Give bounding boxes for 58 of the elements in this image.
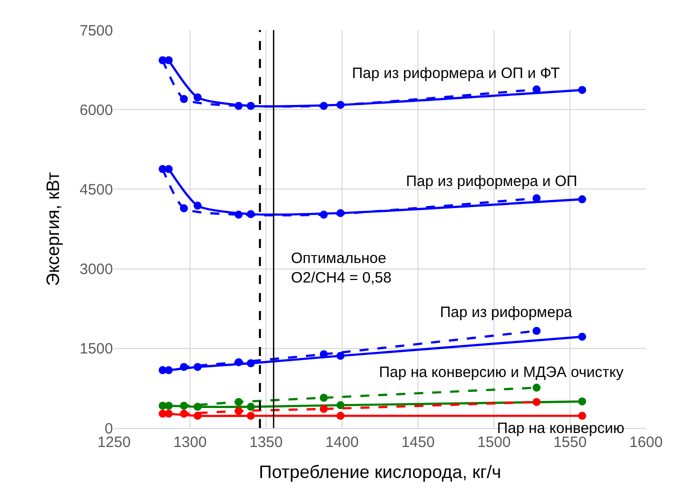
- point: [158, 410, 167, 418]
- point: [532, 326, 541, 335]
- point: [578, 397, 586, 406]
- x-tick-label: 1450: [401, 434, 435, 451]
- x-tick-label: 1600: [629, 434, 663, 451]
- point: [234, 358, 243, 366]
- y-tick-label: 3000: [80, 261, 113, 278]
- y-tick-label: 1500: [80, 340, 113, 358]
- point: [336, 412, 344, 420]
- point: [158, 165, 167, 174]
- point: [234, 210, 243, 219]
- annotation: Пар из риформера и ОП: [406, 173, 578, 190]
- point: [234, 102, 243, 110]
- annotation: Пар из риформера: [440, 304, 573, 321]
- point: [234, 398, 243, 406]
- x-tick-label: 1300: [173, 434, 207, 451]
- point: [578, 412, 586, 420]
- point: [532, 398, 541, 406]
- point: [158, 56, 167, 64]
- point: [180, 204, 188, 212]
- x-tick-label: 1350: [249, 434, 283, 451]
- point: [532, 194, 541, 202]
- y-tick-label: 7500: [80, 22, 113, 40]
- point: [194, 412, 202, 420]
- point: [320, 102, 328, 110]
- point: [194, 202, 202, 210]
- point: [246, 412, 255, 420]
- y-tick-label: 4500: [80, 181, 113, 198]
- point: [158, 366, 167, 374]
- point: [234, 407, 243, 416]
- x-tick-label: 1550: [553, 434, 587, 451]
- point: [320, 394, 328, 402]
- point: [180, 94, 188, 103]
- point: [578, 195, 586, 204]
- point: [336, 352, 344, 360]
- point: [180, 362, 188, 371]
- x-axis-title: Потребление кислорода, кг/ч: [258, 462, 502, 482]
- x-tick-label: 1400: [325, 434, 359, 451]
- point: [320, 404, 328, 413]
- annotation: Пар на конверсию: [497, 420, 624, 437]
- point: [532, 85, 541, 94]
- point: [180, 410, 188, 418]
- point: [532, 384, 541, 392]
- point: [180, 402, 188, 410]
- point: [194, 93, 202, 102]
- y-axis-title: Эксергия, кВт: [42, 172, 63, 286]
- point: [320, 350, 328, 358]
- annotation: Пар из риформера и ОП и ФТ: [352, 65, 560, 82]
- annotation: Оптимальное O2/CH4 = 0,58: [291, 250, 392, 286]
- point: [578, 86, 586, 94]
- point: [158, 402, 167, 410]
- point: [336, 401, 344, 410]
- point: [578, 332, 586, 341]
- point: [320, 210, 328, 219]
- point: [246, 402, 255, 411]
- x-tick-label: 1500: [477, 434, 511, 451]
- y-tick-label: 6000: [80, 102, 113, 119]
- annotation: Пар на конверсию и МДЭА очистку: [379, 364, 624, 381]
